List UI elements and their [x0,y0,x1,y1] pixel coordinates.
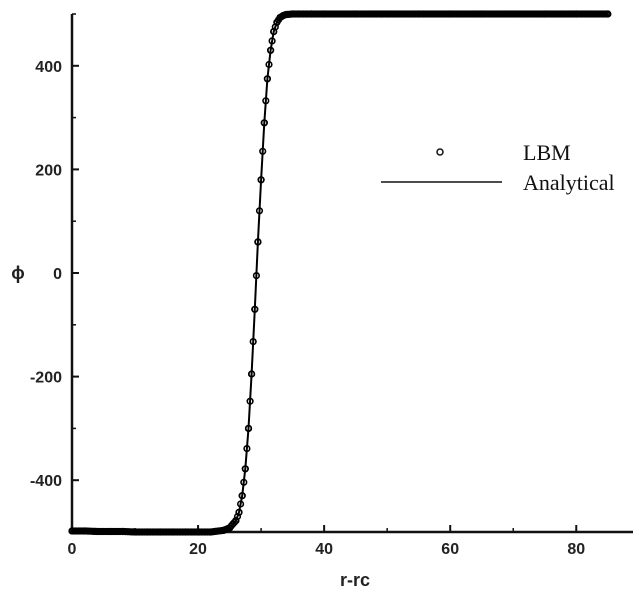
lbm-series [68,10,612,536]
lbm-point [169,528,177,536]
x-tick-label: 20 [189,541,207,558]
lbm-point [320,10,328,18]
legend-analytical-label: Analytical [523,170,615,195]
y-axis-label: ϕ [11,263,25,283]
lbm-point [106,527,114,536]
x-tick-label: 0 [68,541,77,558]
lbm-point [604,10,612,18]
lbm-point [240,478,248,486]
lbm-point [270,28,278,36]
lbm-point [237,500,245,508]
analytical-line [71,13,608,533]
lbm-point [194,528,202,536]
lbm-point [267,46,275,54]
lbm-point [80,527,89,535]
lbm-point [233,512,242,521]
lbm-point [572,10,580,18]
lbm-point [243,445,251,453]
x-axis-label: r-rc [340,570,370,590]
lbm-point [260,119,268,127]
lbm-point [257,176,265,184]
lbm-point [255,207,264,215]
y-tick-label: 0 [53,266,62,283]
lbm-point [254,238,262,246]
x-tick-label: 60 [441,541,459,558]
lbm-point [235,508,243,516]
lbm-point [415,10,423,18]
lbm-point [263,75,272,83]
lbm-point [268,37,276,45]
lbm-point [273,18,281,26]
lbm-point [207,528,215,536]
axis-ticks: 0 20 40 60 80 -400 -200 0 200 400 [30,13,585,558]
lbm-point [68,527,76,535]
lbm-point [118,527,126,536]
lbm-point [232,516,240,525]
lbm-point [238,492,246,500]
analytical-series [71,13,608,533]
lbm-point [251,305,259,313]
lbm-point [446,10,454,18]
lbm-point [352,10,360,18]
lbm-point [241,465,249,473]
lbm-point [307,10,316,18]
lbm-point [181,528,190,536]
lbm-point [478,10,486,18]
legend: LBM Analytical [381,140,615,195]
lbm-point [219,526,227,535]
lbm-point [259,147,267,155]
lbm-point [226,524,234,532]
lbm-point [509,10,517,18]
lbm-point [295,10,303,18]
lbm-point [265,60,273,69]
y-tick-label: 200 [35,162,62,179]
lbm-point [144,528,152,536]
lbm-point [246,397,254,405]
y-tick-label: -200 [30,370,62,387]
x-tick-label: 40 [315,541,333,558]
y-tick-label: -400 [30,473,62,490]
lbm-point [252,272,260,280]
lbm-point [244,424,253,433]
lbm-point [262,97,270,105]
plot-frame [70,14,633,534]
lbm-point [248,370,256,378]
lbm-point [383,10,391,18]
x-tick-label: 80 [567,541,585,558]
y-tick-label: 400 [35,59,62,76]
lbm-point [93,527,101,536]
lbm-point [156,528,164,536]
legend-lbm-label: LBM [523,140,571,165]
lbm-point [541,10,549,18]
lbm-point [249,338,257,346]
legend-lbm-marker [436,148,444,156]
lbm-point [131,528,139,536]
